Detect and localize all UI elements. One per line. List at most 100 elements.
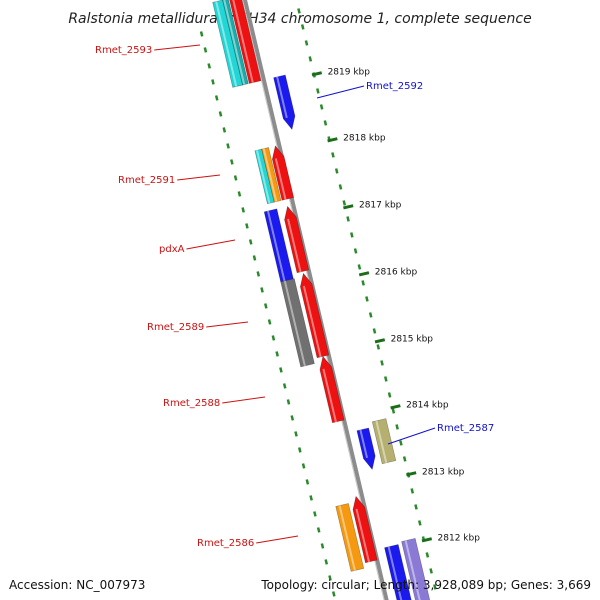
ring-dot xyxy=(357,264,362,270)
kbp-tick-label: 2818 kbp xyxy=(343,133,386,143)
ring-dot xyxy=(332,591,336,597)
gene-label-text[interactable]: Rmet_2587 xyxy=(437,423,494,434)
gene-label-text[interactable]: pdxA xyxy=(159,244,185,255)
kbp-tick-mark xyxy=(358,271,370,277)
ring-dot xyxy=(211,79,215,85)
gene-label-text[interactable]: Rmet_2586 xyxy=(197,538,254,549)
ring-dot xyxy=(338,184,343,190)
ring-dot xyxy=(237,191,242,197)
kbp-tick-label: 2819 kbp xyxy=(328,67,371,77)
ring-dot xyxy=(425,552,430,558)
ring-dot xyxy=(402,456,407,462)
ring-dot xyxy=(267,319,272,325)
cds-feature-orange[interactable] xyxy=(335,503,365,572)
cds-feature-blue-2587[interactable] xyxy=(356,427,376,470)
cds-feature-cyan-dark[interactable] xyxy=(222,0,249,86)
ring-dot xyxy=(368,312,373,318)
cds-feature-blue-bottom[interactable] xyxy=(384,544,413,600)
ring-dot xyxy=(380,360,384,366)
ring-dot xyxy=(282,383,287,389)
ring-dot xyxy=(230,159,234,165)
cds-feature-pdxa-blue[interactable] xyxy=(263,208,294,283)
ring-dot xyxy=(245,223,249,229)
cds-feature-rmet-2588[interactable] xyxy=(319,355,345,424)
ring-dot xyxy=(308,56,313,62)
ring-dot xyxy=(252,255,257,261)
gene-label-text[interactable]: Rmet_2589 xyxy=(147,322,204,333)
ring-dot xyxy=(298,447,302,453)
gene-label-rmet-2592[interactable]: Rmet_2592 xyxy=(316,81,423,99)
cds-feature-orange-small[interactable] xyxy=(261,147,282,203)
ring-dot xyxy=(264,303,268,309)
ring-dot xyxy=(429,568,433,574)
ring-dot xyxy=(316,88,320,94)
gene-label-rmet-2591[interactable]: Rmet_2591 xyxy=(118,174,221,186)
ring-dot xyxy=(207,63,211,69)
gene-label-rmet-2589[interactable]: Rmet_2589 xyxy=(147,321,249,333)
ring-dot xyxy=(319,104,324,110)
cds-feature-rmet-2586[interactable] xyxy=(352,495,378,564)
cds-feature-lavender[interactable] xyxy=(401,537,431,600)
ring-dot xyxy=(275,351,279,357)
topology-summary: Topology: circular; Length: 3,928,089 bp… xyxy=(261,578,591,592)
ring-dot xyxy=(305,479,310,485)
gene-label-text[interactable]: Rmet_2593 xyxy=(95,45,152,56)
kbp-tick-mark xyxy=(421,537,433,543)
gene-label-rmet-2586[interactable]: Rmet_2586 xyxy=(197,535,299,549)
ring-dot xyxy=(286,399,291,405)
gene-leader-line xyxy=(316,85,365,99)
cds-feature-pdxa[interactable] xyxy=(284,205,310,274)
gene-label-text[interactable]: Rmet_2592 xyxy=(366,81,423,92)
cds-feature-gray[interactable] xyxy=(280,278,315,368)
gene-label-rmet-2593[interactable]: Rmet_2593 xyxy=(95,44,201,56)
ring-dot xyxy=(395,424,399,430)
ring-dot xyxy=(342,200,347,206)
ring-dot xyxy=(399,440,403,446)
ring-dot xyxy=(414,504,418,510)
ring-dot xyxy=(300,24,305,30)
ring-dot xyxy=(433,584,437,590)
gene-leader-line xyxy=(222,396,266,404)
ring-dot xyxy=(222,127,227,133)
kbp-tick-mark xyxy=(343,204,354,210)
ring-dot xyxy=(294,431,298,437)
accession-text: Accession: NC_007973 xyxy=(9,578,146,592)
ring-dot xyxy=(410,488,415,494)
ring-dot xyxy=(218,111,223,117)
ring-dot xyxy=(320,543,325,549)
ring-dot xyxy=(304,40,309,46)
ring-dot xyxy=(328,575,332,581)
ring-dot xyxy=(271,335,276,341)
ring-dot xyxy=(199,31,204,37)
ring-dot xyxy=(372,328,377,334)
cds-feature-rmet-2591[interactable] xyxy=(272,145,295,201)
cds-feature-rmet-2587[interactable] xyxy=(371,418,397,465)
ring-dot xyxy=(334,168,339,174)
ring-dot xyxy=(391,408,396,414)
gene-label-text[interactable]: Rmet_2591 xyxy=(118,175,175,186)
ring-dot xyxy=(290,415,295,421)
gene-label-rmet-2587[interactable]: Rmet_2587 xyxy=(387,423,494,445)
ring-dot xyxy=(417,520,422,526)
gene-label-text[interactable]: Rmet_2588 xyxy=(163,398,220,409)
ring-dot xyxy=(324,559,329,565)
gene-leader-line xyxy=(154,44,201,51)
ring-dot xyxy=(323,120,328,126)
kbp-tick-label: 2812 kbp xyxy=(438,533,481,543)
ring-dot xyxy=(256,271,261,277)
kbp-tick-mark xyxy=(327,137,338,143)
gene-leader-line xyxy=(206,321,249,328)
gene-label-rmet-2588[interactable]: Rmet_2588 xyxy=(163,396,266,409)
cds-feature-rmet-2593[interactable] xyxy=(229,0,262,84)
kbp-tick-mark xyxy=(374,338,386,344)
gene-leader-line xyxy=(186,239,236,250)
ring-dot xyxy=(233,175,238,181)
outer-tick-ring xyxy=(297,8,437,590)
cds-feature-rmet-2592[interactable] xyxy=(273,74,296,130)
kbp-tick-label: 2813 kbp xyxy=(422,467,465,477)
gene-label-pdxa[interactable]: pdxA xyxy=(159,239,236,255)
ring-dot xyxy=(353,248,358,254)
gene-leader-line xyxy=(256,535,299,544)
inner-tick-ring xyxy=(199,31,336,597)
